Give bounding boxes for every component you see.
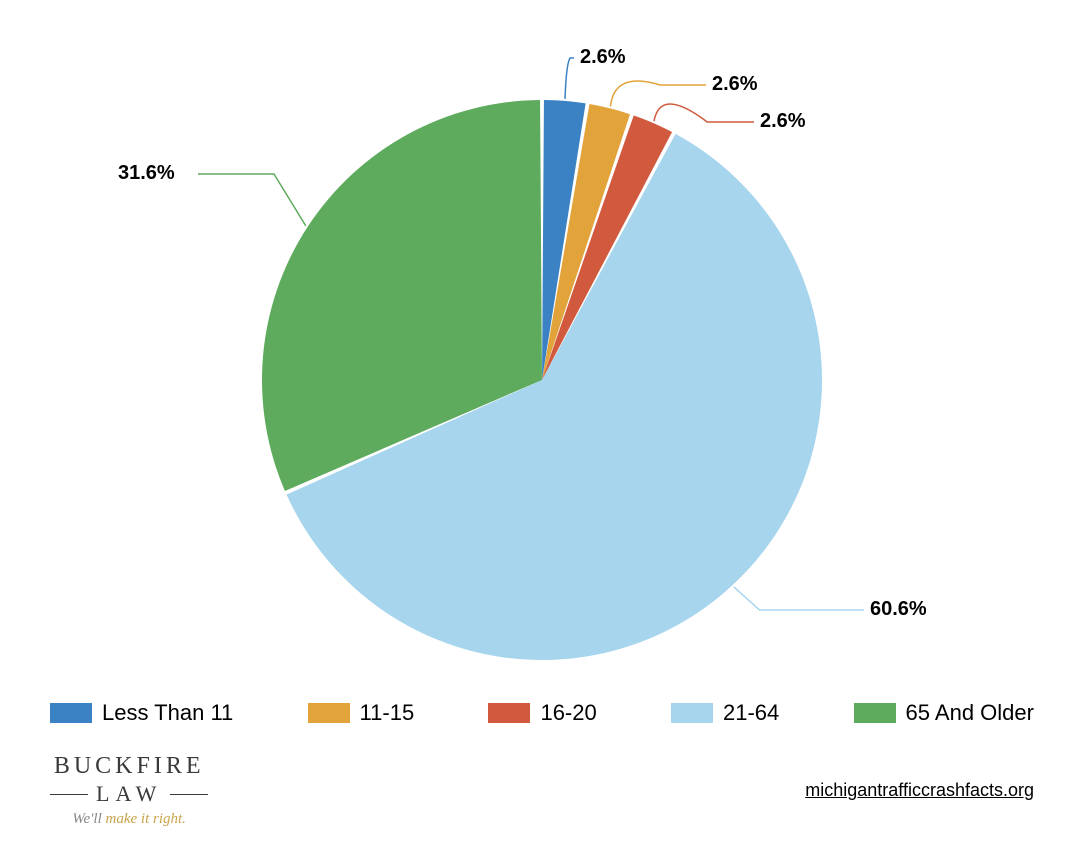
leader-line xyxy=(565,58,574,99)
legend-swatch xyxy=(854,703,896,723)
legend: Less Than 11 11-15 16-20 21-64 65 And Older xyxy=(50,700,1034,726)
legend-swatch xyxy=(488,703,530,723)
legend-swatch xyxy=(308,703,350,723)
brand-divider-left xyxy=(50,794,88,795)
legend-item: 11-15 xyxy=(308,700,415,726)
legend-label: 21-64 xyxy=(723,700,779,726)
leader-line xyxy=(734,587,864,610)
brand-divider-right xyxy=(170,794,208,795)
leader-line xyxy=(610,81,706,106)
legend-item: 16-20 xyxy=(488,700,596,726)
brand-tagline-prefix: We'll xyxy=(72,811,105,827)
brand-name-line1: BUCKFIRE xyxy=(54,754,205,779)
legend-label: 16-20 xyxy=(540,700,596,726)
pie-chart-container: 2.6%2.6%2.6%60.6%31.6% xyxy=(0,40,1084,680)
legend-item: 65 And Older xyxy=(854,700,1034,726)
brand-name-line2-row: LAW xyxy=(50,781,208,807)
source-link[interactable]: michigantrafficcrashfacts.org xyxy=(805,780,1034,801)
slice-percent-label: 2.6% xyxy=(712,73,758,96)
leader-line xyxy=(654,104,754,122)
legend-item: Less Than 11 xyxy=(50,700,233,726)
slice-percent-label: 31.6% xyxy=(118,162,175,185)
legend-swatch xyxy=(671,703,713,723)
legend-label: 65 And Older xyxy=(906,700,1034,726)
slice-percent-label: 60.6% xyxy=(870,598,927,621)
brand-tagline: We'll make it right. xyxy=(72,811,185,828)
legend-swatch xyxy=(50,703,92,723)
brand-tagline-accent: make it right. xyxy=(106,811,186,827)
legend-item: 21-64 xyxy=(671,700,779,726)
slice-percent-label: 2.6% xyxy=(760,110,806,133)
brand-name-line2: LAW xyxy=(96,781,162,807)
legend-label: Less Than 11 xyxy=(102,700,233,726)
slice-percent-label: 2.6% xyxy=(580,46,626,69)
footer: BUCKFIRE LAW We'll make it right. michig… xyxy=(50,754,1034,828)
brand-logo: BUCKFIRE LAW We'll make it right. xyxy=(50,754,208,828)
leader-line xyxy=(198,174,306,226)
legend-label: 11-15 xyxy=(360,700,415,726)
